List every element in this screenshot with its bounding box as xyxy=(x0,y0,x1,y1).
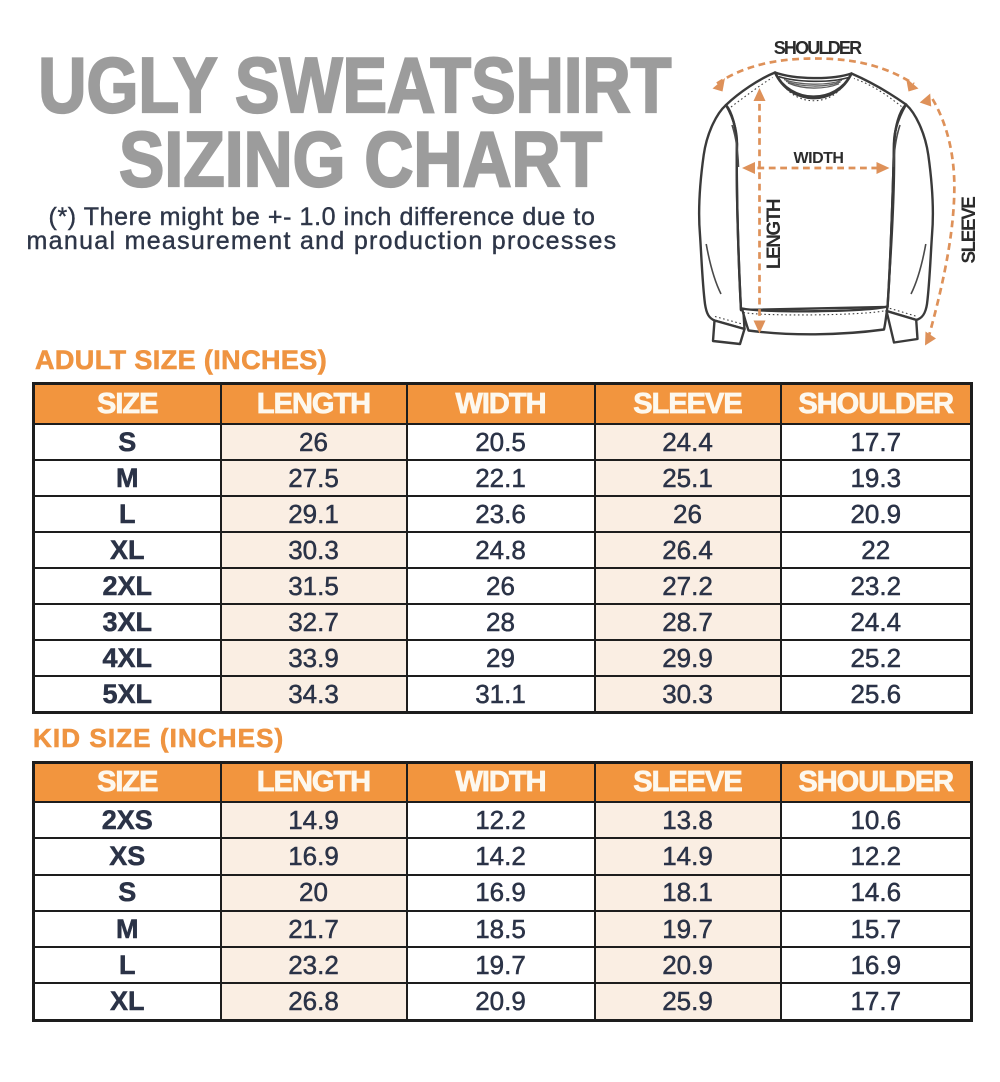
svg-text:LENGTH: LENGTH xyxy=(764,199,785,269)
svg-text:WIDTH: WIDTH xyxy=(794,150,844,167)
svg-text:SLEEVE: SLEEVE xyxy=(959,197,980,264)
svg-text:SHOULDER: SHOULDER xyxy=(774,38,862,58)
